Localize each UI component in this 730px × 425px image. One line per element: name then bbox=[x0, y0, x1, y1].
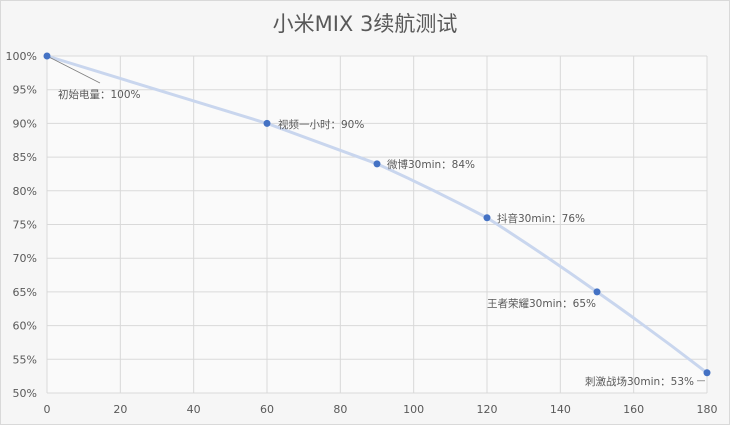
y-tick-label: 85% bbox=[13, 151, 37, 164]
y-tick-label: 55% bbox=[13, 353, 37, 366]
y-tick-label: 65% bbox=[13, 286, 37, 299]
x-tick-label: 180 bbox=[697, 403, 718, 416]
data-point-marker bbox=[703, 369, 711, 377]
data-point-marker bbox=[263, 119, 271, 127]
y-tick-label: 50% bbox=[13, 387, 37, 400]
data-point-marker bbox=[483, 214, 491, 222]
series-line bbox=[46, 54, 708, 374]
chart-title: 小米MIX 3续航测试 bbox=[272, 12, 458, 36]
x-tick-label: 20 bbox=[113, 403, 127, 416]
data-point-marker bbox=[43, 52, 51, 60]
data-label: 初始电量：100% bbox=[58, 88, 141, 101]
data-label: 王者荣耀30min：65% bbox=[487, 298, 596, 310]
y-tick-label: 75% bbox=[13, 219, 37, 232]
leader-line bbox=[46, 55, 101, 84]
data-point-marker bbox=[593, 288, 601, 296]
x-tick-label: 100 bbox=[403, 403, 424, 416]
data-label: 刺激战场30min：53% bbox=[585, 375, 694, 388]
x-tick-label: 40 bbox=[187, 403, 201, 416]
x-tick-label: 160 bbox=[623, 403, 644, 416]
y-tick-label: 80% bbox=[13, 185, 37, 198]
y-tick-label: 90% bbox=[13, 117, 37, 130]
data-label: 视频一小时：90% bbox=[278, 118, 364, 131]
data-label: 微博30min：84% bbox=[387, 158, 475, 171]
x-tick-label: 80 bbox=[333, 403, 347, 416]
y-tick-label: 100% bbox=[6, 50, 37, 63]
y-tick-label: 95% bbox=[13, 84, 37, 97]
y-tick-label: 70% bbox=[13, 252, 37, 265]
x-tick-label: 140 bbox=[550, 403, 571, 416]
data-label: 抖音30min：76% bbox=[497, 212, 585, 225]
x-tick-label: 60 bbox=[260, 403, 274, 416]
x-tick-label: 0 bbox=[44, 403, 51, 416]
data-point-marker bbox=[373, 160, 381, 168]
y-tick-label: 60% bbox=[13, 320, 37, 333]
x-tick-label: 120 bbox=[477, 403, 498, 416]
